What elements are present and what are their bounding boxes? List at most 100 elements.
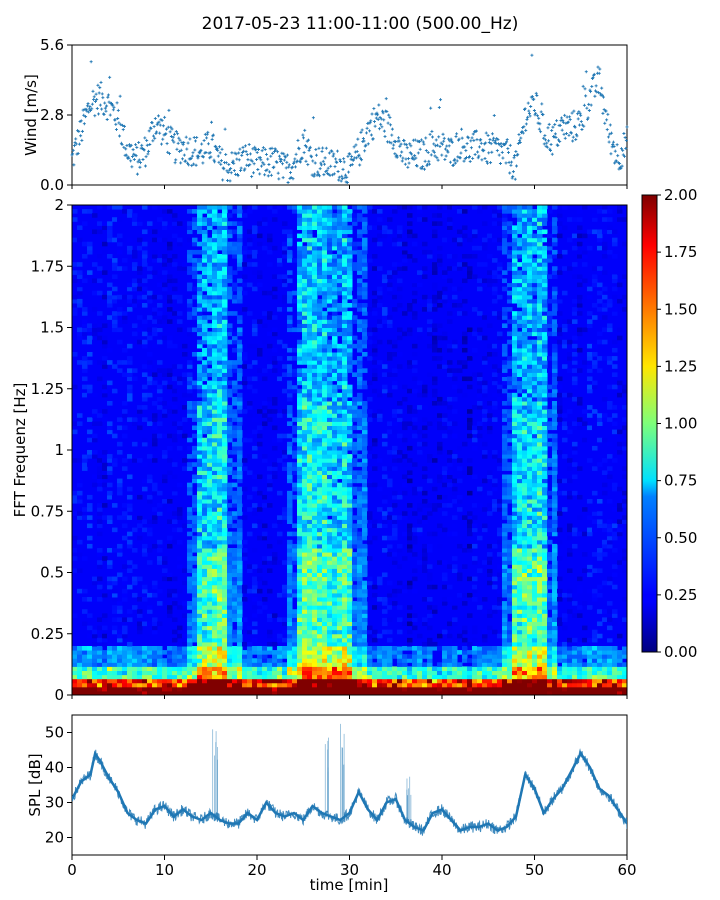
spectrogram-cell [327,462,333,467]
spectrogram-cell [327,229,333,235]
wind-point [301,133,305,137]
spectrogram-cell [267,396,273,402]
spectrogram-cell [277,646,283,651]
spectrogram-cell [307,360,313,365]
spectrogram-cell [292,245,298,251]
spectrogram-cell [222,629,228,635]
spectrogram-cell [147,266,153,271]
spectrogram-cell [147,592,153,598]
spectrogram-cell [277,515,283,520]
spectrogram-cell [307,339,313,345]
spectrogram-cell [222,650,228,655]
spectrogram-cell [177,298,183,304]
spectrogram-cell [277,682,283,688]
spectrogram-cell [212,613,218,618]
spectrogram-cell [212,543,218,549]
spectrogram-cell [157,682,163,688]
wind-point [447,144,451,148]
spectrogram-cell [117,339,123,345]
spectrogram-cell [122,597,128,602]
spectrogram-cell [312,470,318,475]
spectrogram-cell [287,441,293,447]
wind-point [300,156,304,160]
spectrogram-cell [312,654,318,659]
spectrogram-cell [172,233,178,239]
spectrogram-cell [237,241,243,247]
spectrogram-cell [337,523,343,529]
spectrogram-cell [142,654,148,659]
wind-point [340,174,344,178]
spectrogram-cell [342,588,348,594]
wind-point [540,102,544,106]
spectrogram-cell [167,682,173,688]
spectrogram-cell [302,637,308,643]
wind-point [613,161,617,165]
wind-point [395,153,399,157]
spectrogram-cell [97,670,103,676]
spectrogram-cell [117,450,123,455]
spectrogram-cell [207,462,213,467]
wind-point [516,152,520,156]
spectrogram-cell [92,454,98,459]
spectrogram-cell [207,654,213,659]
spectrogram-cell [322,482,328,488]
wind-point [586,116,590,120]
spectrogram-cell [237,262,243,267]
wind-point [380,125,384,129]
spectrogram-cell [317,450,323,455]
spectrogram-cell [292,572,298,578]
spectrogram-cell [212,327,218,333]
spectrogram-cell [322,470,328,475]
spectrogram-cell [232,601,238,606]
spectrogram-cell [307,327,313,333]
spectrogram-cell [187,307,193,312]
spectrogram-cell [112,258,118,263]
spectrogram-cell [337,376,343,382]
spectrogram-cell [212,217,218,222]
spectrogram-cell [297,233,303,239]
spectrogram-cell [217,319,223,324]
spectrogram-cell [302,286,308,292]
spectrogram-cell [302,670,308,676]
spectrogram-cell [222,556,228,561]
spectrogram-cell [292,388,298,394]
spectrogram-cell [77,568,83,573]
spectrogram-cell [217,327,223,333]
spectrogram-cell [312,486,318,492]
spectrogram-cell [267,556,273,561]
spectrogram-cell [242,654,248,659]
spectrogram-cell [222,592,228,598]
spectrogram-cell [312,527,318,533]
spectrogram-cell [212,372,218,377]
spectrogram-cell [207,380,213,386]
spectrogram-cell [342,319,348,324]
spectrogram-cell [222,572,228,578]
spectrogram-cell [222,560,228,565]
spectrogram-cell [142,686,148,692]
spectrogram-cell [222,674,228,680]
spectrogram-cell [282,646,288,651]
spectrogram-cell [287,384,293,390]
spectrogram-cell [112,592,118,598]
spectrogram-cell [297,486,303,492]
spectrogram-cell [317,527,323,533]
spectrogram-cell [127,503,133,508]
spectrogram-cell [327,552,333,557]
wind-point [161,137,165,141]
spectrogram-cell [222,662,228,667]
spectrogram-cell [212,690,218,695]
spectrogram-cell [102,650,108,655]
spectrogram-cell [192,605,198,610]
spectrogram-cell [117,425,123,431]
wind-point [296,138,300,142]
spectrogram-cell [292,298,298,304]
spectrogram-cell [267,494,273,500]
spectrogram-cell [202,646,208,651]
spectrogram-cell [87,327,93,333]
spectrogram-cell [212,335,218,341]
wind-point [339,160,343,164]
spectrogram-cell [312,433,318,439]
spectrogram-cell [332,625,338,631]
spectrogram-cell [227,666,233,671]
spectrogram-cell [332,686,338,692]
